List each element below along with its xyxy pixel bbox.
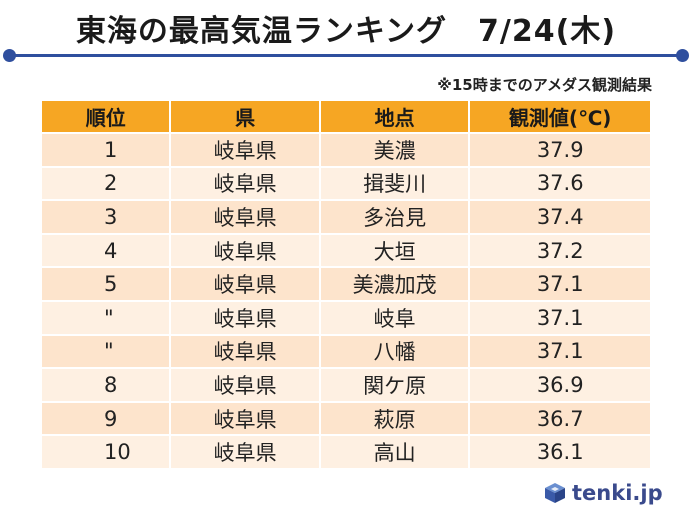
tenki-logo: tenki.jp	[543, 479, 663, 507]
logo-text: tenki.jp	[572, 481, 663, 505]
rank-cell: 2	[42, 167, 170, 200]
table-row: " 岐阜県 八幡 37.1	[42, 335, 650, 368]
table-row: 3 岐阜県 多治見 37.4	[42, 201, 650, 233]
header-value: 観測値(℃)	[470, 101, 650, 132]
prefecture-cell: 岐阜県	[171, 234, 319, 267]
rank-cell: 5	[42, 268, 170, 300]
prefecture-cell: 岐阜県	[171, 167, 319, 200]
location-cell: 関ケ原	[320, 369, 469, 401]
prefecture-cell: 岐阜県	[171, 301, 319, 334]
rank-cell: 1	[42, 134, 170, 166]
location-cell: 多治見	[320, 201, 469, 233]
location-cell: 揖斐川	[320, 167, 469, 200]
header-rank: 順位	[42, 101, 170, 132]
value-cell: 37.1	[470, 301, 650, 334]
header-prefecture: 県	[171, 101, 319, 132]
prefecture-cell: 岐阜県	[171, 201, 319, 233]
location-cell: 高山	[320, 436, 469, 468]
rule-left-dot	[3, 49, 16, 62]
location-cell: 八幡	[320, 335, 469, 368]
prefecture-cell: 岐阜県	[171, 335, 319, 368]
rule-right-dot	[676, 49, 689, 62]
rank-cell: 10	[42, 436, 170, 468]
rank-cell: 9	[42, 402, 170, 435]
prefecture-cell: 岐阜県	[171, 402, 319, 435]
value-cell: 36.9	[470, 369, 650, 401]
value-cell: 36.1	[470, 436, 650, 468]
table-row: 9 岐阜県 萩原 36.7	[42, 402, 650, 435]
location-cell: 美濃	[320, 134, 469, 166]
location-cell: 岐阜	[320, 301, 469, 334]
rank-cell: 8	[42, 369, 170, 401]
table-row: 4 岐阜県 大垣 37.2	[42, 234, 650, 267]
ranking-table: 順位 県 地点 観測値(℃) 1 岐阜県 美濃 37.9 2 岐阜県 揖斐川 3…	[40, 99, 652, 470]
value-cell: 37.9	[470, 134, 650, 166]
prefecture-cell: 岐阜県	[171, 268, 319, 300]
table-row: 8 岐阜県 関ケ原 36.9	[42, 369, 650, 401]
title-rule	[10, 54, 682, 57]
table-header-row: 順位 県 地点 観測値(℃)	[42, 101, 650, 132]
value-cell: 36.7	[470, 402, 650, 435]
value-cell: 37.6	[470, 167, 650, 200]
page-title: 東海の最高気温ランキング 7/24(木)	[75, 14, 617, 49]
table-row: 5 岐阜県 美濃加茂 37.1	[42, 268, 650, 300]
value-cell: 37.1	[470, 268, 650, 300]
location-cell: 萩原	[320, 402, 469, 435]
observation-note: ※15時までのアメダス観測結果	[437, 76, 652, 94]
location-cell: 美濃加茂	[320, 268, 469, 300]
table-row: 10 岐阜県 高山 36.1	[42, 436, 650, 468]
tenki-cube-icon	[545, 483, 565, 503]
prefecture-cell: 岐阜県	[171, 134, 319, 166]
prefecture-cell: 岐阜県	[171, 436, 319, 468]
prefecture-cell: 岐阜県	[171, 369, 319, 401]
table-row: 1 岐阜県 美濃 37.9	[42, 134, 650, 166]
location-cell: 大垣	[320, 234, 469, 267]
rank-cell: 3	[42, 201, 170, 233]
table-row: 2 岐阜県 揖斐川 37.6	[42, 167, 650, 200]
value-cell: 37.4	[470, 201, 650, 233]
table-row: " 岐阜県 岐阜 37.1	[42, 301, 650, 334]
rank-cell: 4	[42, 234, 170, 267]
header-location: 地点	[320, 101, 469, 132]
rank-cell: "	[42, 335, 170, 368]
value-cell: 37.1	[470, 335, 650, 368]
value-cell: 37.2	[470, 234, 650, 267]
rank-cell: "	[42, 301, 170, 334]
